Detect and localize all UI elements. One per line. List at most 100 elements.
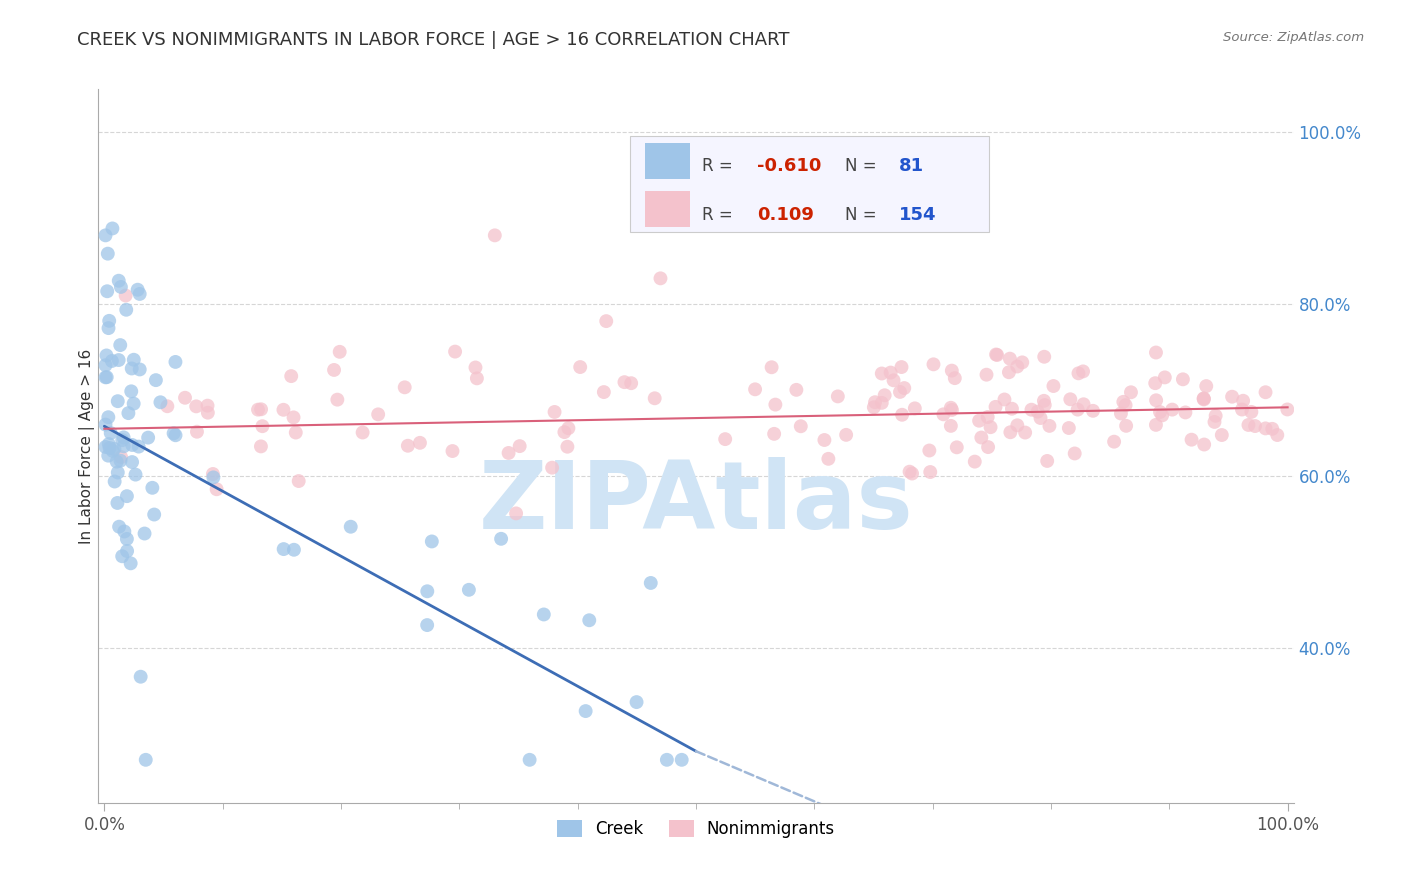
Point (128, 287, 150, 301)
Point (97, 437, 120, 451)
Point (287, 474, 309, 488)
Point (457, 582, 479, 597)
Point (976, 410, 998, 425)
Point (1073, 397, 1095, 411)
Point (505, 507, 527, 521)
Point (870, 367, 893, 381)
Point (97, 410, 120, 425)
Point (1240, 405, 1263, 419)
Point (613, 375, 636, 389)
Point (557, 440, 579, 454)
Point (986, 348, 1008, 362)
Point (1063, 446, 1085, 460)
Point (96, 370, 118, 384)
Point (97, 449, 120, 463)
Point (595, 314, 617, 328)
Point (569, 359, 592, 374)
Point (1109, 407, 1132, 421)
Point (111, 549, 134, 564)
Point (143, 508, 166, 522)
Point (655, 753, 678, 767)
Point (329, 344, 352, 359)
Point (1192, 437, 1215, 451)
Point (557, 421, 579, 435)
Point (1007, 418, 1029, 433)
Point (107, 274, 129, 288)
Point (484, 228, 506, 243)
Point (1112, 394, 1135, 409)
Point (1254, 385, 1277, 400)
Point (135, 753, 157, 767)
Point (367, 408, 389, 422)
Point (920, 465, 942, 479)
Point (761, 360, 783, 375)
Point (110, 450, 132, 464)
Point (1237, 417, 1260, 432)
Point (1014, 425, 1036, 440)
Point (898, 465, 921, 479)
Point (744, 382, 766, 396)
Point (1067, 367, 1090, 381)
Point (205, 482, 228, 496)
Point (101, 443, 124, 458)
Point (941, 403, 963, 417)
Point (104, 475, 127, 489)
Point (626, 695, 648, 709)
Point (94, 358, 117, 372)
Point (932, 407, 955, 421)
Text: -0.610: -0.610 (756, 157, 821, 176)
Point (941, 364, 963, 378)
Point (128, 440, 150, 454)
Point (813, 433, 835, 447)
Point (620, 376, 643, 391)
Point (465, 371, 488, 385)
Point (1115, 398, 1137, 412)
Point (94, 228, 117, 243)
Point (970, 431, 993, 445)
Point (94, 440, 117, 454)
Point (984, 347, 1007, 361)
Point (592, 385, 614, 400)
Point (165, 355, 187, 369)
Point (156, 399, 179, 413)
Point (644, 392, 666, 406)
Point (1174, 405, 1197, 419)
Point (115, 302, 138, 317)
Point (1026, 405, 1049, 419)
Point (922, 357, 945, 371)
Point (97, 246, 120, 260)
Point (352, 425, 374, 440)
Point (96, 285, 118, 299)
Point (97, 321, 120, 335)
Text: N =: N = (845, 205, 882, 224)
Point (980, 420, 1002, 434)
Point (998, 351, 1021, 366)
Point (1153, 370, 1175, 384)
Point (201, 467, 224, 481)
Point (1254, 421, 1277, 435)
Point (943, 371, 966, 385)
Point (1277, 402, 1299, 417)
Point (247, 402, 270, 417)
Point (250, 402, 273, 417)
Point (863, 401, 886, 415)
Point (1033, 398, 1056, 412)
Point (441, 444, 464, 458)
Point (1102, 434, 1125, 449)
Point (575, 704, 598, 718)
Point (121, 455, 143, 469)
Text: R =: R = (702, 157, 738, 176)
Point (101, 221, 124, 235)
Point (533, 607, 555, 622)
Point (1119, 385, 1142, 400)
Point (409, 435, 432, 450)
Point (107, 353, 129, 368)
Point (273, 402, 295, 417)
Point (396, 439, 419, 453)
Point (121, 361, 143, 376)
Text: Source: ZipAtlas.com: Source: ZipAtlas.com (1223, 31, 1364, 45)
Point (870, 396, 893, 410)
Point (186, 400, 208, 414)
Point (1192, 392, 1215, 406)
Point (1180, 433, 1202, 447)
